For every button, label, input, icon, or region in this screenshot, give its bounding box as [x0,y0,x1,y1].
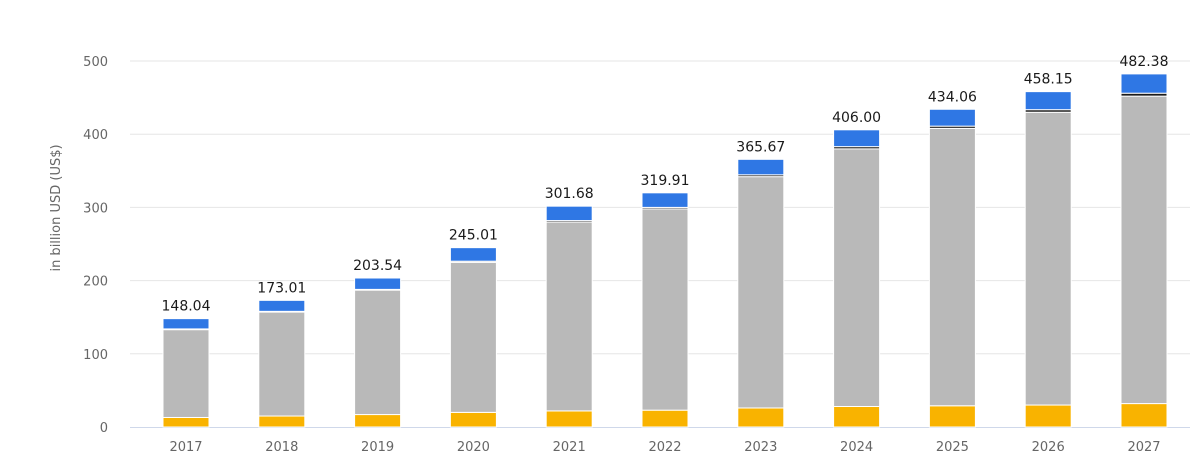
bar-segment-2027-s3 [1120,73,1168,94]
bar-segment-2026-s3 [1024,91,1072,111]
bar-segment-2023-s3 [737,158,785,176]
y-tick-label: 500 [83,55,108,70]
total-label-2025: 434.06 [928,89,977,105]
bar-segment-2026-s0 [1024,404,1072,428]
x-tick-label-2022: 2022 [648,440,681,455]
bar-segment-2020-s0 [449,411,497,428]
total-label-2026: 458.15 [1024,72,1073,88]
total-label-2017: 148.04 [162,299,211,315]
bar-segment-2019-s1 [354,289,402,416]
bar-segment-2025-s0 [928,405,976,428]
bar-segment-2026-s1 [1024,111,1072,406]
bar-segment-2019-s3 [354,277,402,290]
bar-segment-2020-s3 [449,247,497,262]
bar-segment-2023-s0 [737,407,785,428]
bar-segment-2021-s3 [545,205,593,222]
total-label-2024: 406.00 [832,110,881,126]
bar-segment-2027-s0 [1120,403,1168,428]
bar-segment-2018-s1 [258,311,306,417]
x-tick-label-2026: 2026 [1032,440,1065,455]
bar-segment-2018-s0 [258,415,306,428]
total-label-2022: 319.91 [641,173,690,189]
x-tick-label-2018: 2018 [265,440,298,455]
bar-segment-2021-s1 [545,221,593,412]
bar-segment-2017-s3 [162,318,210,330]
y-tick-label: 100 [83,348,108,363]
x-tick-label-2020: 2020 [457,440,490,455]
bar-segment-2027-s1 [1120,95,1168,405]
bar-segment-2017-s0 [162,416,210,428]
total-label-2020: 245.01 [449,228,498,244]
bar-segment-2018-s3 [258,299,306,312]
x-tick-label-2024: 2024 [840,440,873,455]
y-axis-title: in billion USD (US$) [49,144,64,271]
x-tick-label-2019: 2019 [361,440,394,455]
bar-segment-2020-s1 [449,261,497,413]
x-tick-label-2023: 2023 [744,440,777,455]
bar-segment-2023-s1 [737,176,785,409]
x-tick-label-2017: 2017 [169,440,202,455]
bar-segment-2024-s0 [833,406,881,428]
total-label-2018: 173.01 [257,280,306,296]
bar-segment-2021-s0 [545,410,593,428]
bar-segment-2024-s3 [833,129,881,148]
bar-segment-2025-s1 [928,127,976,407]
total-label-2021: 301.68 [545,186,594,202]
bar-segment-2019-s0 [354,414,402,428]
bar-segment-2024-s1 [833,148,881,408]
y-tick-label: 0 [100,421,108,436]
y-tick-label: 400 [83,128,108,143]
x-tick-label-2025: 2025 [936,440,969,455]
total-label-2023: 365.67 [736,139,785,155]
total-label-2027: 482.38 [1120,54,1169,70]
x-tick-label-2027: 2027 [1127,440,1160,455]
bar-segment-2025-s3 [928,108,976,127]
bar-segment-2022-s1 [641,208,689,411]
y-tick-label: 200 [83,275,108,290]
bar-segment-2022-s3 [641,192,689,208]
labels-layer: 0 100 200 300 400 500 148.04 2017 173.01 2018 203.… [83,54,1168,455]
y-tick-label: 300 [83,201,108,216]
total-label-2019: 203.54 [353,258,402,274]
bar-segment-2017-s1 [162,329,210,418]
bar-segment-2022-s0 [641,409,689,428]
x-tick-label-2021: 2021 [553,440,586,455]
bars-layer [162,73,1168,428]
